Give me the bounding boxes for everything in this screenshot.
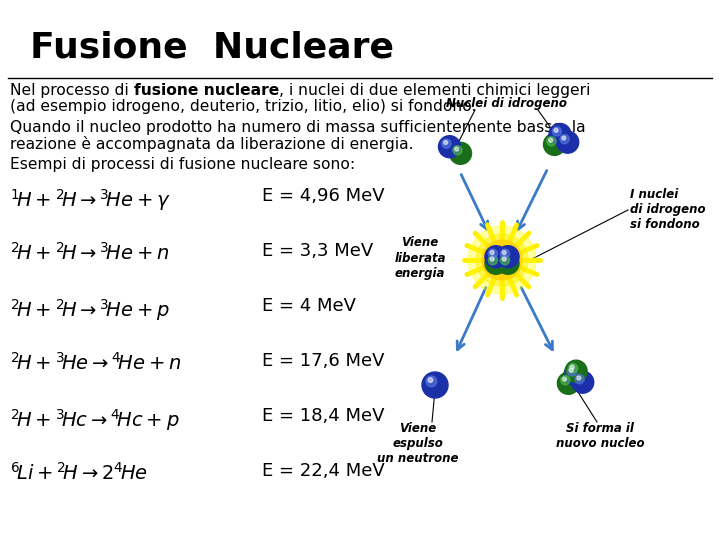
Text: Viene
espulso
un neutrone: Viene espulso un neutrone (377, 422, 459, 465)
Circle shape (570, 365, 575, 369)
Circle shape (485, 246, 507, 268)
Text: (ad esempio idrogeno, deuterio, trizio, litio, elio) si fondono.: (ad esempio idrogeno, deuterio, trizio, … (10, 99, 477, 114)
Circle shape (572, 371, 594, 393)
Text: Nel processo di: Nel processo di (10, 83, 134, 98)
Circle shape (549, 138, 553, 142)
Circle shape (482, 240, 522, 280)
Text: Viene
liberata
energia: Viene liberata energia (395, 237, 446, 280)
Circle shape (557, 131, 579, 153)
Circle shape (488, 249, 498, 258)
Circle shape (562, 377, 567, 381)
Circle shape (426, 376, 437, 387)
Circle shape (428, 377, 433, 382)
Circle shape (562, 136, 566, 140)
Text: $^{2}\!H + {}^{3}\!He \rightarrow {}^{4}\!He + n$: $^{2}\!H + {}^{3}\!He \rightarrow {}^{4}… (10, 352, 181, 374)
Text: I nuclei
di idrogeno
si fondono: I nuclei di idrogeno si fondono (630, 188, 706, 232)
Circle shape (577, 376, 581, 380)
Circle shape (500, 255, 510, 265)
Text: Nuclei di idrogeno: Nuclei di idrogeno (446, 97, 567, 110)
Circle shape (454, 147, 459, 151)
Circle shape (476, 234, 528, 286)
Text: fusione nucleare: fusione nucleare (134, 83, 279, 98)
Circle shape (490, 251, 494, 254)
Circle shape (503, 257, 506, 261)
Text: E = 4 MeV: E = 4 MeV (262, 297, 356, 315)
Circle shape (500, 249, 510, 258)
Circle shape (453, 146, 462, 155)
Circle shape (549, 124, 571, 145)
Circle shape (552, 127, 562, 136)
Circle shape (557, 372, 580, 394)
Circle shape (503, 251, 506, 254)
Circle shape (468, 226, 536, 294)
Text: E = 17,6 MeV: E = 17,6 MeV (262, 352, 384, 370)
Circle shape (567, 367, 577, 376)
Circle shape (575, 375, 584, 384)
Text: Esempi di processi di fusione nucleare sono:: Esempi di processi di fusione nucleare s… (10, 157, 355, 172)
Circle shape (438, 136, 461, 158)
Circle shape (564, 363, 586, 386)
Text: Si forma il
nuovo nucleo: Si forma il nuovo nucleo (556, 422, 644, 450)
Circle shape (490, 257, 494, 261)
Text: , i nuclei di due elementi chimici leggeri: , i nuclei di due elementi chimici legge… (279, 83, 590, 98)
Text: E = 18,4 MeV: E = 18,4 MeV (262, 407, 384, 425)
Text: $^{6}\!Li + {}^{2}\!H \rightarrow 2^{4}\!He$: $^{6}\!Li + {}^{2}\!H \rightarrow 2^{4}\… (10, 462, 148, 484)
Circle shape (488, 246, 516, 274)
Circle shape (568, 363, 577, 373)
Text: reazione è accompagnata da liberazione di energia.: reazione è accompagnata da liberazione d… (10, 136, 413, 152)
Text: E = 22,4 MeV: E = 22,4 MeV (262, 462, 384, 480)
Text: E = 4,96 MeV: E = 4,96 MeV (262, 187, 384, 205)
Circle shape (544, 133, 565, 156)
Circle shape (570, 368, 573, 372)
Circle shape (449, 143, 472, 164)
Text: $^{2}\!H + {}^{2}\!H \rightarrow {}^{3}\!He + n$: $^{2}\!H + {}^{2}\!H \rightarrow {}^{3}\… (10, 242, 170, 264)
Circle shape (485, 252, 507, 274)
Circle shape (497, 252, 519, 274)
Circle shape (554, 129, 558, 132)
Circle shape (560, 134, 570, 144)
Circle shape (442, 139, 451, 148)
Text: $^{2}\!H + {}^{3}\!Hc \rightarrow {}^{4}\!Hc + p$: $^{2}\!H + {}^{3}\!Hc \rightarrow {}^{4}… (10, 407, 179, 433)
Text: $^{2}\!H + {}^{2}\!H \rightarrow {}^{3}\!He + p$: $^{2}\!H + {}^{2}\!H \rightarrow {}^{3}\… (10, 297, 170, 323)
Circle shape (444, 140, 448, 145)
Circle shape (565, 360, 587, 382)
Text: E = 3,3 MeV: E = 3,3 MeV (262, 242, 373, 260)
Text: Fusione  Nucleare: Fusione Nucleare (30, 30, 394, 64)
Circle shape (546, 137, 556, 146)
Circle shape (497, 246, 519, 268)
Circle shape (488, 255, 498, 265)
Text: Quando il nucleo prodotto ha numero di massa sufficientemente basso, la: Quando il nucleo prodotto ha numero di m… (10, 120, 585, 135)
Text: $^{1}\!H + {}^{2}\!H \rightarrow {}^{3}\!He + \gamma$: $^{1}\!H + {}^{2}\!H \rightarrow {}^{3}\… (10, 187, 171, 213)
Circle shape (422, 372, 448, 398)
Circle shape (561, 376, 570, 385)
